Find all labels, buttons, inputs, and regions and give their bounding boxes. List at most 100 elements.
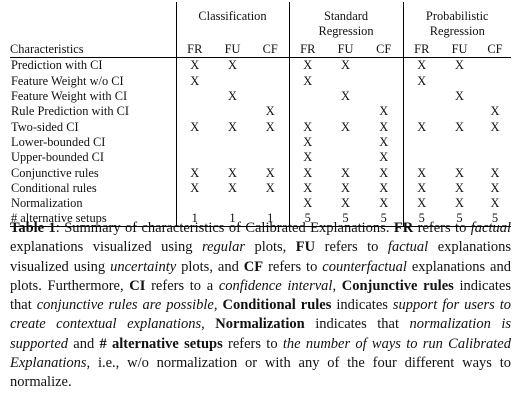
table-cell <box>289 89 326 104</box>
table-cell: X <box>303 73 313 88</box>
caption-segment: conjunctive rules are possible <box>36 297 214 314</box>
characteristics-table: Classification Standard Regression Proba… <box>10 2 511 228</box>
table-cell: X <box>455 180 464 195</box>
row-label: Conjunctive rules <box>10 165 177 181</box>
caption-segment: , <box>332 277 342 294</box>
caption-segment: uncertainty <box>110 258 177 275</box>
caption-segment: plots, <box>244 239 296 256</box>
table-cell <box>176 134 213 149</box>
table-row: Upper-bounded CI X X <box>10 149 511 166</box>
caption-segment: plots, and <box>176 258 244 275</box>
group-header-standard-regression: Standard Regression <box>289 2 404 39</box>
table-cell: X <box>252 180 290 196</box>
table-cell <box>252 73 290 89</box>
table-cell <box>252 149 290 166</box>
row-label: Lower-bounded CI <box>10 134 177 150</box>
table-cell: X <box>190 180 200 195</box>
column-header-row: Characteristics FR FU CF FR FU CF FR FU … <box>10 39 511 58</box>
row-label: Prediction with CI <box>10 57 177 74</box>
caption-label: Table 1 <box>10 220 56 236</box>
table-cell: 5 <box>326 210 365 228</box>
table-cell <box>440 134 479 149</box>
table-cell: X <box>341 180 350 195</box>
caption-segment: factual <box>470 220 512 236</box>
table-cell <box>440 150 479 165</box>
table-cell <box>479 89 511 104</box>
table-cell <box>326 104 365 119</box>
table-cell: X <box>455 58 464 73</box>
table-cell <box>176 196 213 211</box>
table-body: Prediction with CI X X X X X X Feature Weight w… <box>10 57 511 228</box>
row-label: Feature Weight with CI <box>10 88 177 104</box>
table-cell: X <box>341 196 350 211</box>
column-header: FR <box>289 39 326 58</box>
caption-segment: indicates that <box>304 316 410 333</box>
table-cell <box>176 104 213 119</box>
group-header-probabilistic-regression: Probabilistic Regression <box>425 9 489 38</box>
column-header: FR <box>403 39 440 58</box>
table-cell: 1 <box>176 210 213 228</box>
table-row: Two-sided CI X X X X X X X X X <box>10 119 511 135</box>
table-cell <box>252 57 290 74</box>
table-cell: X <box>190 119 200 134</box>
table-cell: X <box>490 119 500 134</box>
caption-segment: Conjunctive rules <box>341 277 454 294</box>
table-cell: X <box>417 180 427 195</box>
table-cell <box>252 88 290 104</box>
table-cell: X <box>365 180 404 196</box>
table-cell: X <box>455 119 464 134</box>
table-cell: X <box>365 165 404 181</box>
table-cell: X <box>228 89 237 104</box>
table-cell: X <box>365 195 404 211</box>
table-row: Normalization X X X X X X <box>10 195 511 211</box>
table-cell <box>326 73 365 88</box>
caption-segment: counterfactual <box>322 258 407 275</box>
table-row: # alternative setups 1 1 1 5 5 5 5 5 5 <box>10 210 511 228</box>
table-cell: X <box>228 58 237 73</box>
table-cell: 5 <box>289 210 326 228</box>
table-cell: 5 <box>440 210 479 228</box>
caption-segment: normalization is supported <box>10 316 512 352</box>
table-cell: X <box>417 119 427 134</box>
row-label: Upper-bounded CI <box>10 149 177 166</box>
caption-segment: , <box>201 316 216 333</box>
table-cell: X <box>303 150 313 165</box>
table-cell: X <box>365 119 404 135</box>
table-cell <box>326 150 365 165</box>
table-cell <box>213 150 252 165</box>
table-cell <box>440 73 479 88</box>
table-cell: X <box>303 119 313 134</box>
table-cell: X <box>455 89 464 104</box>
column-header: CF <box>479 39 511 58</box>
table-cell: X <box>303 165 313 180</box>
table-cell <box>365 57 404 74</box>
table-cell: X <box>417 165 427 180</box>
table-cell <box>365 88 404 104</box>
table-cell: 1 <box>252 210 290 228</box>
table-cell: X <box>341 165 350 180</box>
caption-segment: explanations visualized using <box>10 239 202 256</box>
table-cell: X <box>190 165 200 180</box>
table-cell <box>403 134 440 149</box>
table-cell: X <box>252 103 290 120</box>
table-cell <box>479 134 511 149</box>
table-row: Conjunctive rules X X X X X X X X X <box>10 165 511 181</box>
table-cell <box>326 134 365 149</box>
group-header-classification: Classification <box>176 2 290 39</box>
caption-segment: explanations visualized using <box>10 239 511 275</box>
table-row: Feature Weight w/o CI X X X <box>10 73 511 89</box>
table-cell: X <box>252 119 290 135</box>
table-cell: X <box>303 58 313 73</box>
column-header: FU <box>440 39 479 58</box>
table-cell <box>252 134 290 150</box>
caption-segment: indicates that <box>10 277 511 314</box>
table-cell <box>213 196 252 211</box>
table-cell: X <box>490 165 500 180</box>
table-cell: X <box>455 165 464 180</box>
table-cell: X <box>341 119 350 134</box>
row-label: Normalization <box>10 195 177 211</box>
caption-segment: FR <box>393 220 414 236</box>
row-label: Two-sided CI <box>10 119 177 135</box>
column-header: CF <box>252 39 290 58</box>
